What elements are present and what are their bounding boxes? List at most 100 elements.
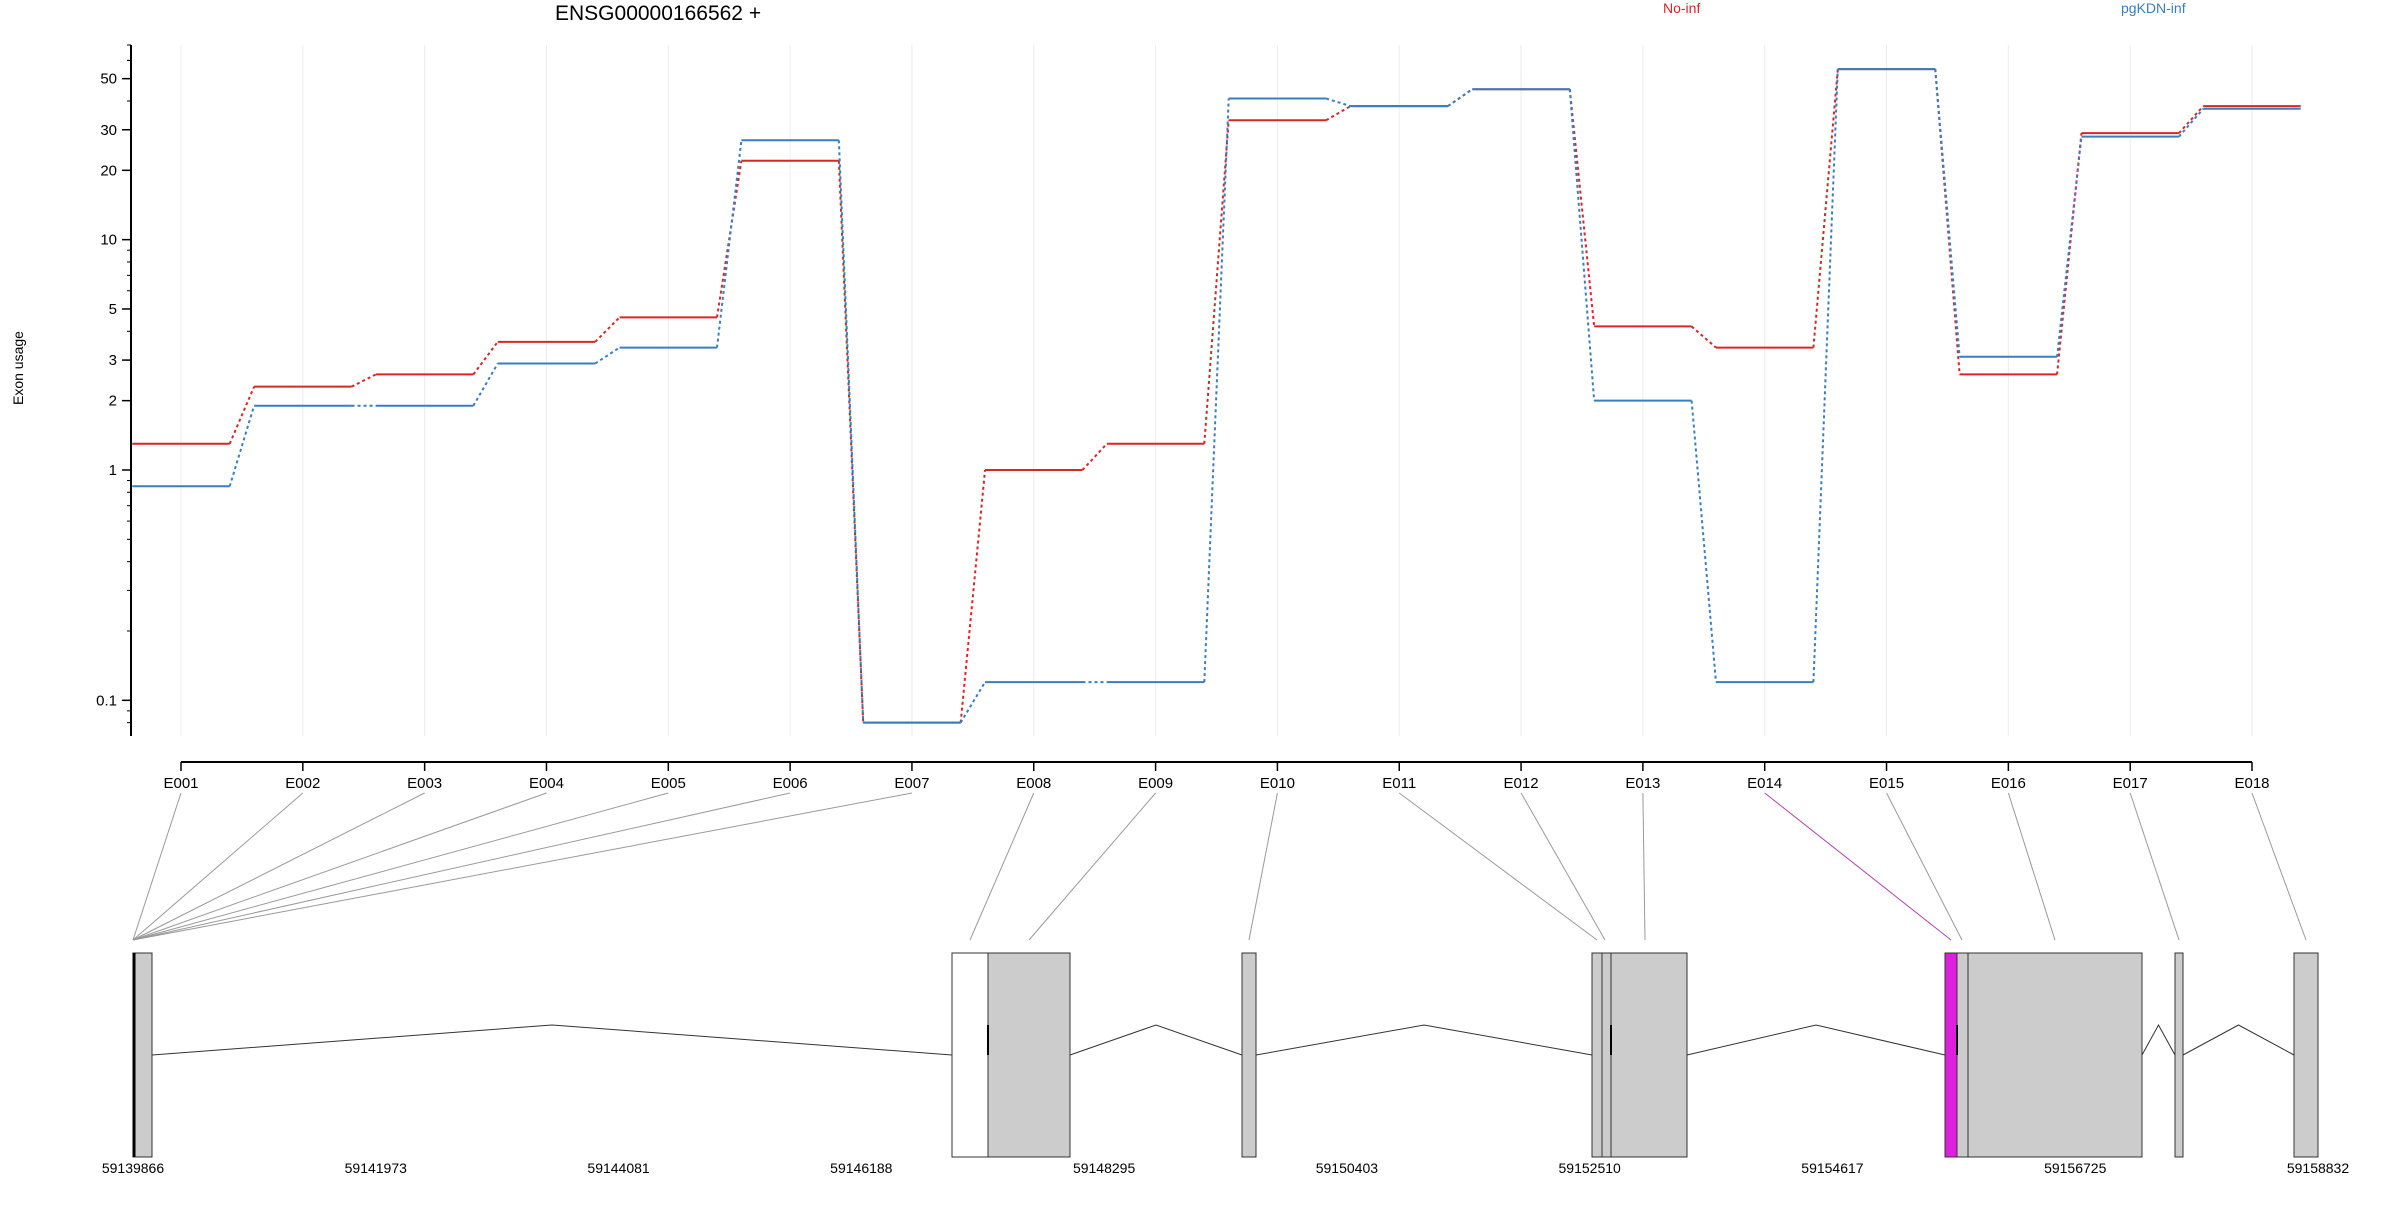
- series-lines: [132, 68, 2301, 724]
- x-tick-label: E013: [1625, 775, 1660, 792]
- y-tick-label: 0.1: [96, 692, 117, 709]
- series-transition: [716, 140, 743, 348]
- series-transition: [1203, 98, 1230, 683]
- intron: [1255, 1024, 1593, 1056]
- exon-block: [132, 952, 153, 1158]
- genomic-coordinate: 59158832: [2287, 1160, 2350, 1176]
- exon-connector: [1520, 792, 1606, 941]
- exon-connector: [2007, 792, 2056, 941]
- exon-connector: [1248, 792, 1278, 941]
- x-tick-label: E009: [1138, 775, 1173, 792]
- genomic-coordinate: 59156725: [2044, 1160, 2107, 1176]
- exon-connector: [2129, 792, 2180, 941]
- series-transition: [1325, 105, 1352, 122]
- exon-connector: [132, 792, 304, 941]
- x-tick-label: E007: [894, 775, 929, 792]
- exon-block: [1956, 952, 1969, 1158]
- genomic-coordinate: 59152510: [1559, 1160, 1622, 1176]
- x-tick-label: E004: [529, 775, 564, 792]
- series-transition: [959, 469, 987, 723]
- series-transition: [1690, 325, 1717, 349]
- x-tick-label: E002: [285, 775, 320, 792]
- x-axis: E001 E002 E003 E004 E005 E006 E007 E008 E009 E010…: [163, 761, 2270, 792]
- y-tick-label: 10: [100, 232, 117, 249]
- series-transition: [228, 386, 256, 445]
- y-tick-label: 1: [109, 462, 117, 479]
- chart-title: ENSG00000166562 +: [555, 2, 762, 25]
- x-tick-label: E008: [1016, 775, 1051, 792]
- exon-connector: [969, 792, 1035, 941]
- exon-connector: [132, 792, 425, 941]
- genomic-coordinate: 59141973: [345, 1160, 408, 1176]
- x-tick-label: E018: [2234, 775, 2269, 792]
- exon-block: [1241, 952, 1257, 1158]
- x-tick-label: E015: [1869, 775, 1904, 792]
- intron: [1069, 1024, 1243, 1056]
- series-transition: [1812, 69, 1839, 683]
- series-transition: [472, 362, 499, 407]
- series-transition: [2178, 105, 2205, 134]
- x-tick-label: E012: [1504, 775, 1539, 792]
- exon-block: [1601, 952, 1612, 1158]
- exon-block: [2293, 952, 2319, 1158]
- genomic-coordinate: 59154617: [1801, 1160, 1864, 1176]
- y-tick-label: 2: [109, 393, 117, 410]
- series-transition: [1568, 89, 1596, 401]
- exon-connectors: [132, 792, 2307, 941]
- y-tick-label: 3: [109, 352, 117, 369]
- series-1: [132, 68, 2301, 724]
- genomic-coordinate: 59148295: [1073, 1160, 1136, 1176]
- series-transition: [1203, 120, 1230, 444]
- series-transition: [1690, 400, 1717, 683]
- genomic-coordinate: 59139866: [102, 1160, 165, 1176]
- exon-block: [2174, 952, 2184, 1158]
- exon-connector: [132, 792, 182, 941]
- y-tick-label: 20: [100, 162, 117, 179]
- x-tick-label: E011: [1382, 775, 1416, 792]
- gene-model: 59139866 59141973 59144081 59146188 59148295…: [102, 952, 2350, 1176]
- exon-connector: [132, 792, 791, 941]
- y-tick-label: 50: [100, 71, 117, 88]
- intron: [2141, 1023, 2176, 1056]
- x-tick-label: E014: [1747, 775, 1782, 792]
- exon-block: [1591, 952, 1603, 1158]
- x-tick-label: E006: [773, 775, 808, 792]
- series-transition: [1447, 88, 1473, 107]
- series-transition: [1934, 69, 1961, 375]
- genomic-coordinate: 59146188: [830, 1160, 893, 1176]
- series-transition: [837, 160, 865, 723]
- exon-block: [1944, 952, 1958, 1158]
- exon-block: [1610, 952, 1688, 1158]
- y-axis-label: Exon usage: [10, 331, 26, 405]
- exon-connector: [1886, 792, 1963, 941]
- y-tick-label: 5: [109, 301, 117, 318]
- legend-pgkdn-inf: pgKDN-inf: [2121, 0, 2186, 16]
- series-transition: [228, 405, 256, 487]
- exon-block: [951, 952, 989, 1158]
- series-0: [132, 68, 2301, 724]
- genomic-coordinate: 59150403: [1316, 1160, 1379, 1176]
- exon-connector: [132, 792, 913, 941]
- x-tick-label: E003: [407, 775, 442, 792]
- exon-connector: [132, 792, 669, 941]
- series-transition: [1568, 89, 1596, 327]
- exon-connector: [1642, 792, 1646, 941]
- genomic-coordinate: 59144081: [587, 1160, 650, 1176]
- x-tick-label: E017: [2113, 775, 2148, 792]
- intron: [1686, 1024, 1946, 1056]
- series-transition: [594, 316, 621, 343]
- series-transition: [1081, 443, 1108, 471]
- series-transition: [351, 373, 377, 388]
- series-transition: [594, 346, 621, 365]
- y-tick-label: 30: [100, 122, 117, 139]
- series-transition: [837, 140, 865, 723]
- exon-connector: [1764, 792, 1952, 941]
- x-tick-label: E010: [1260, 775, 1295, 792]
- exon-connector: [132, 792, 547, 941]
- series-transition: [959, 681, 986, 724]
- x-tick-label: E016: [1991, 775, 2026, 792]
- legend-no-inf: No-inf: [1663, 0, 1701, 16]
- series-transition: [472, 341, 499, 376]
